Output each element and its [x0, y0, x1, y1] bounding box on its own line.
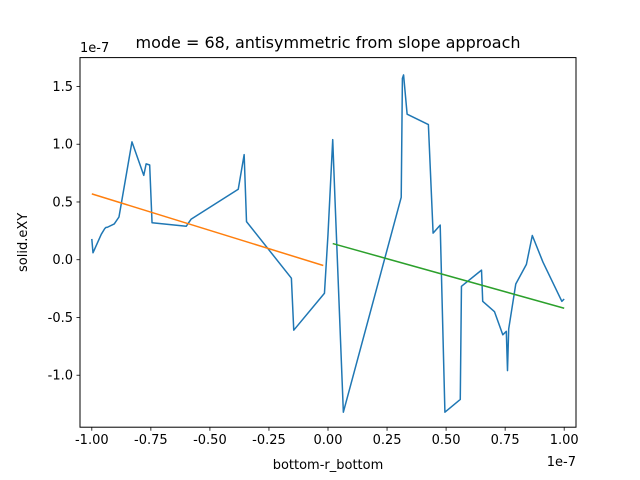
x-axis-label: bottom-r_bottom	[273, 458, 384, 473]
x-tick-label: 0.25	[373, 433, 402, 448]
y-tick-label: -1.0	[48, 369, 73, 384]
x-tick-label: 0.50	[432, 433, 461, 448]
x-tick-label: 1.00	[550, 433, 579, 448]
x-ticks: -1.00 -0.75 -0.50 -0.25 0.00 0.25 0.50 0.75 1.00	[75, 427, 579, 448]
x-tick-label: 0.00	[314, 433, 343, 448]
y-tick-label: 1.5	[52, 80, 73, 95]
plot-lines	[91, 74, 565, 413]
chart-title: mode = 68, antisymmetric from slope appr…	[136, 33, 521, 52]
y-tick-label: 1.0	[52, 138, 73, 153]
x-tick-label: -1.00	[75, 433, 109, 448]
series-line-3	[332, 242, 565, 309]
series-line-1	[91, 74, 565, 413]
x-tick-label: -0.50	[193, 433, 227, 448]
x-tick-label: 0.75	[491, 433, 520, 448]
x-tick-label: -0.75	[134, 433, 168, 448]
y-tick-label: -0.5	[48, 311, 73, 326]
y-ticks: -1.0 -0.5 0.0 0.5 1.0 1.5	[48, 80, 80, 384]
y-tick-label: 0.0	[52, 253, 73, 268]
y-offset-label: 1e-7	[80, 41, 109, 56]
x-offset-label: 1e-7	[547, 455, 576, 470]
y-axis-label: solid.eXY	[16, 213, 31, 272]
series-line-2	[91, 193, 324, 267]
x-tick-label: -0.25	[252, 433, 286, 448]
y-tick-label: 0.5	[52, 195, 73, 210]
